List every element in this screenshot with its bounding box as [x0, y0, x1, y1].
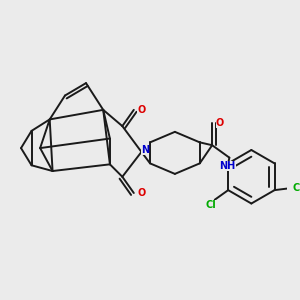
Text: Cl: Cl — [292, 183, 300, 193]
Text: Cl: Cl — [206, 200, 216, 210]
Text: N: N — [141, 145, 149, 155]
Text: O: O — [137, 105, 146, 115]
Text: NH: NH — [219, 161, 236, 171]
Text: O: O — [137, 188, 146, 198]
Text: O: O — [216, 118, 224, 128]
